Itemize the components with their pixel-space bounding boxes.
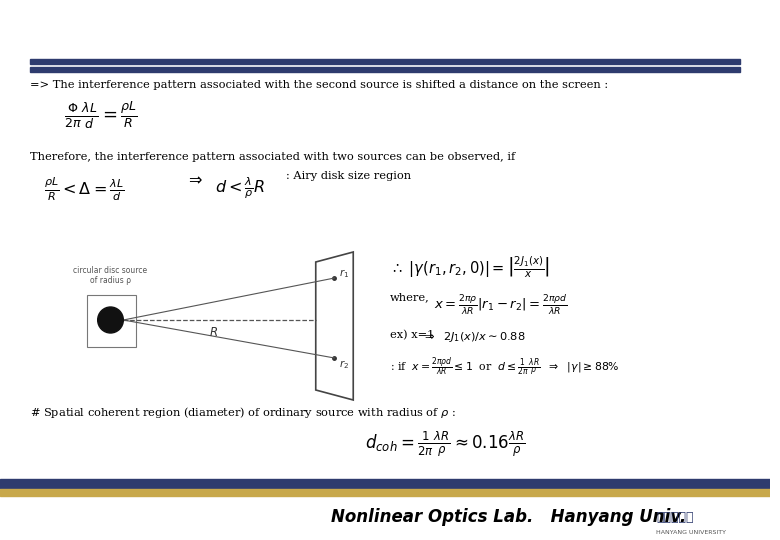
Text: $d < \frac{\lambda}{\rho}R$: $d < \frac{\lambda}{\rho}R$ [215, 175, 266, 200]
Bar [0, 489, 770, 496]
Text: => The interference pattern associated with the second source is shifted a dista: => The interference pattern associated w… [30, 80, 608, 90]
Bar [30, 59, 740, 64]
Bar [30, 67, 740, 72]
Text: $d_{coh} = \frac{1}{2\pi}\frac{\lambda R}{\rho} \approx 0.16\frac{\lambda R}{\rh: $d_{coh} = \frac{1}{2\pi}\frac{\lambda R… [365, 430, 526, 459]
Text: : Airy disk size region: : Airy disk size region [286, 171, 411, 181]
Text: $\Rightarrow$: $\Rightarrow$ [186, 171, 204, 188]
Text: $\frac{\rho L}{R} < \Delta = \frac{\lambda L}{d}$: $\frac{\rho L}{R} < \Delta = \frac{\lamb… [44, 175, 125, 203]
Text: $\Rightarrow$  $2J_1(x)/x \sim 0.88$: $\Rightarrow$ $2J_1(x)/x \sim 0.88$ [422, 330, 526, 344]
Text: 한양대학교: 한양대학교 [656, 511, 693, 524]
Text: where,: where, [390, 292, 430, 302]
Text: circular disc source
of radius ρ: circular disc source of radius ρ [73, 266, 147, 285]
Bar [0, 479, 770, 488]
Text: $r_2$: $r_2$ [339, 358, 349, 371]
Text: $x = \frac{2\pi\rho}{\lambda R}|r_1 - r_2| = \frac{2\pi\rho d}{\lambda R}$: $x = \frac{2\pi\rho}{\lambda R}|r_1 - r_… [434, 293, 568, 317]
Text: $r_1$: $r_1$ [339, 267, 349, 280]
Text: ex) x=1: ex) x=1 [390, 330, 434, 340]
Text: Nonlinear Optics Lab.   Hanyang Univ.: Nonlinear Optics Lab. Hanyang Univ. [331, 508, 686, 526]
Text: # Spatial coherent region (diameter) of ordinary source with radius of $\rho$ :: # Spatial coherent region (diameter) of … [30, 405, 456, 420]
Text: : if  $x = \frac{2\pi\rho d}{\lambda R} \leq 1$  or  $d \leq \frac{1}{2\pi}\frac: : if $x = \frac{2\pi\rho d}{\lambda R} \… [390, 355, 619, 379]
Text: $R$: $R$ [208, 326, 218, 339]
Text: $\therefore\; |\gamma(r_1, r_2, 0)| = \left|\frac{2J_1(x)}{x}\right|$: $\therefore\; |\gamma(r_1, r_2, 0)| = \l… [390, 255, 550, 280]
Text: HANYANG UNIVERSITY: HANYANG UNIVERSITY [656, 530, 726, 535]
Circle shape [98, 307, 123, 333]
Text: Therefore, the interference pattern associated with two sources can be observed,: Therefore, the interference pattern asso… [30, 152, 515, 162]
Text: $\frac{\Phi}{2\pi}\frac{\lambda L}{d} = \frac{\rho L}{R}$: $\frac{\Phi}{2\pi}\frac{\lambda L}{d} = … [64, 100, 138, 131]
